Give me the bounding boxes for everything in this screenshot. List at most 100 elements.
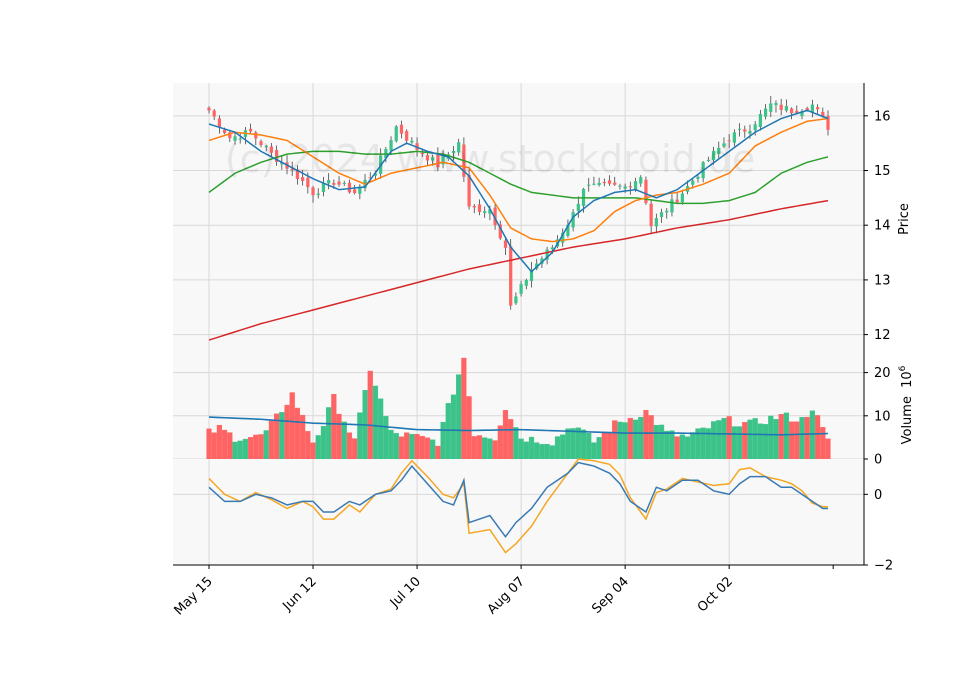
volume-bar — [284, 404, 290, 460]
candle-body — [420, 153, 424, 155]
volume-bar — [310, 442, 316, 460]
sma-mid-line — [208, 117, 829, 243]
price-ytick-label: 15 — [874, 164, 891, 179]
volume-bar — [570, 428, 576, 460]
volume-bar — [346, 432, 353, 460]
volume-ytick-label: 20 — [874, 366, 891, 381]
candle-body — [405, 131, 409, 141]
price-ytick-label: 12 — [874, 328, 891, 343]
price-axis-label: Price — [897, 203, 912, 235]
volume-bar — [383, 416, 389, 460]
x-axis: May 15 Jun 12 Jul 10 Aug 07 Sep 04 Oct 02 — [172, 564, 864, 618]
watermark: (c) 2024 www.stockdroid.de — [225, 137, 756, 181]
volume-bar — [710, 421, 717, 460]
candle-body — [737, 128, 742, 130]
price-ytick-label: 16 — [874, 109, 891, 124]
volume-ytick-label: 10 — [874, 409, 891, 424]
candle-body — [680, 193, 684, 203]
volume-bar — [502, 410, 509, 460]
volume-bar — [617, 421, 623, 460]
candle-body — [498, 224, 502, 239]
candle-body — [249, 128, 253, 132]
volume-bar — [731, 426, 737, 460]
candle-body — [826, 116, 830, 130]
candle-body — [748, 130, 752, 134]
sma-fast-line — [208, 109, 829, 273]
candle-body — [332, 183, 336, 185]
candle-body — [228, 132, 232, 139]
volume-bar — [294, 407, 301, 460]
candle-body — [800, 111, 804, 117]
candle-body — [275, 150, 279, 162]
candle-body — [545, 249, 549, 260]
candle-body — [207, 107, 211, 111]
candle-body — [805, 107, 809, 111]
volume-bar — [445, 403, 451, 460]
volume-bar — [726, 416, 732, 460]
volume-bar — [773, 419, 779, 460]
volume-bar — [450, 394, 457, 460]
volume-bar — [523, 441, 529, 460]
volume-bar — [716, 420, 722, 460]
x-tick-label: May 15 — [172, 574, 216, 618]
volume-bar — [684, 436, 691, 460]
volume-bar — [586, 432, 592, 460]
volume-bar — [508, 419, 514, 460]
candle-body — [732, 132, 736, 143]
candle-body — [779, 104, 783, 110]
candle-body — [457, 142, 461, 153]
volume-bar — [627, 417, 633, 460]
volume-bar — [320, 426, 327, 460]
candle-body — [706, 159, 710, 161]
indicator-background — [173, 459, 864, 565]
candle-body — [451, 150, 456, 153]
volume-bar — [622, 422, 628, 460]
volume-bar — [482, 437, 488, 460]
volume-bar — [388, 429, 394, 460]
candle-body — [639, 177, 643, 184]
sma-long-line — [208, 199, 829, 341]
volume-bar — [658, 424, 665, 460]
price-ytick-label: 14 — [874, 219, 891, 234]
candle-body — [654, 218, 658, 227]
volume-bar — [289, 392, 295, 460]
candle-body — [290, 168, 294, 170]
candle-body — [717, 147, 721, 155]
candle-body — [316, 193, 320, 195]
volume-bar — [237, 440, 243, 460]
candle-body — [269, 146, 274, 153]
volume-bar — [222, 429, 228, 460]
volume-bar — [471, 436, 477, 460]
indicator-ytick-label: −2 — [874, 559, 893, 574]
candle-body — [368, 177, 372, 179]
candle-body — [306, 177, 310, 188]
candle-body — [264, 146, 268, 148]
candle-body — [493, 207, 497, 226]
volume-bar — [669, 430, 675, 460]
price-background — [173, 83, 864, 351]
volume-bar — [606, 431, 613, 460]
indicator-line-1 — [208, 461, 828, 538]
candle-body — [623, 186, 627, 189]
volume-bar — [539, 444, 545, 460]
volume-bar — [664, 430, 670, 460]
volume-axis-label-exponent: 6 — [898, 365, 908, 371]
candle-body — [238, 138, 242, 140]
volume-bar — [518, 438, 524, 460]
volume-bar — [783, 412, 789, 460]
candle-body — [815, 107, 820, 110]
volume-bar — [674, 436, 680, 460]
candle-body — [254, 132, 258, 139]
x-tick-label: Jul 10 — [387, 574, 424, 611]
candle-body — [789, 108, 794, 114]
candle-body — [696, 176, 700, 179]
candle-body — [774, 103, 778, 106]
volume-bar — [762, 424, 769, 460]
volume-bar — [206, 428, 212, 460]
indicator-panel: −2 0 — [173, 458, 893, 574]
volume-bar — [799, 417, 805, 460]
candle-body — [753, 124, 757, 131]
candle-body — [399, 124, 404, 134]
volume-bar — [601, 431, 607, 460]
